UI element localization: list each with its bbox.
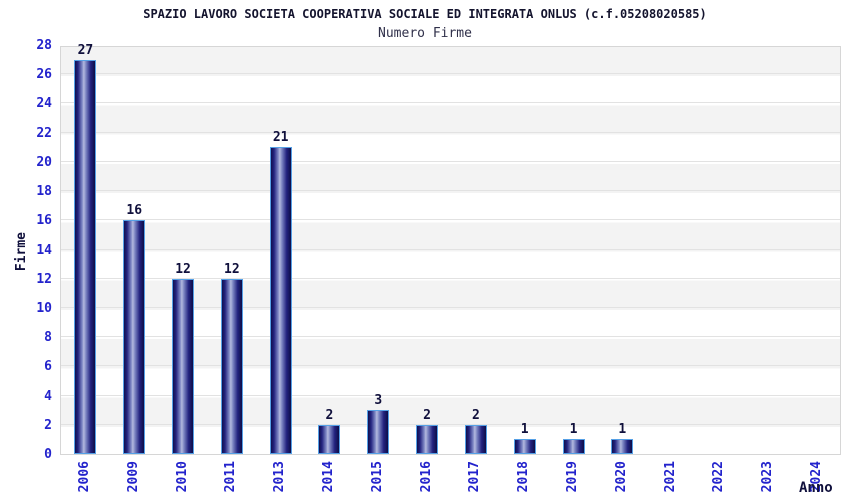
x-axis-title: Anno	[799, 480, 833, 496]
x-tick-text: 2022	[711, 461, 727, 493]
x-tick-label-2019: 2019	[548, 461, 597, 492]
gridline	[61, 190, 840, 192]
y-tick-label: 6	[44, 359, 52, 375]
gridline	[61, 423, 840, 425]
bar-value-label: 1	[520, 422, 529, 438]
x-tick-text: 2017	[467, 461, 483, 493]
bar-2015	[367, 410, 390, 454]
x-tick-label-2015: 2015	[353, 461, 402, 492]
bar-2019	[562, 439, 585, 454]
y-tick-label: 18	[36, 184, 52, 200]
gridline	[61, 277, 840, 279]
x-tick-label-2014: 2014	[304, 461, 353, 492]
x-tick-label-2017: 2017	[451, 461, 500, 492]
x-tick-label-2010: 2010	[158, 461, 207, 492]
y-tick-label: 22	[36, 125, 52, 141]
gridline	[61, 219, 840, 221]
x-tick-text: 2023	[760, 461, 776, 493]
x-tick-text: 2011	[223, 461, 239, 493]
x-tick-label-2020: 2020	[597, 461, 646, 492]
x-tick-text: 2018	[516, 461, 532, 493]
y-tick-label: 0	[44, 447, 52, 462]
x-tick-text: 2020	[613, 461, 629, 493]
x-tick-label-2021: 2021	[646, 461, 695, 492]
x-tick-text: 2014	[320, 461, 336, 493]
y-tick-label: 4	[44, 388, 52, 404]
x-tick-text: 2021	[662, 461, 678, 493]
bar-value-label: 16	[126, 203, 143, 219]
bar-value-label: 21	[272, 130, 289, 146]
x-tick-label-2013: 2013	[255, 461, 304, 492]
x-tick-text: 2010	[174, 461, 190, 493]
y-tick-label: 2	[44, 417, 52, 433]
bar-2017	[464, 424, 487, 454]
bar-value-label: 12	[224, 261, 240, 277]
bar-value-label: 2	[471, 407, 480, 423]
gridline	[61, 336, 840, 338]
x-tick-label-2011: 2011	[206, 461, 255, 492]
x-tick-label-2022: 2022	[695, 461, 744, 492]
bar-2013	[269, 147, 292, 454]
plot-area: 27 16 12 12 21 2 3 2 2 1 1 1	[60, 42, 841, 455]
x-tick-label-2006: 2006	[60, 461, 109, 492]
x-tick-label-2018: 2018	[499, 461, 548, 492]
bar-value-label: 1	[569, 422, 578, 438]
x-tick-text: 2019	[565, 461, 581, 493]
chart-title: SPAZIO LAVORO SOCIETA COOPERATIVA SOCIAL…	[143, 7, 707, 21]
x-tick-text: 2013	[272, 461, 288, 493]
bar-value-label: 2	[423, 407, 431, 423]
x-tick-text: 2015	[369, 461, 385, 493]
y-tick-label: 14	[36, 242, 52, 258]
y-tick-label: 28	[36, 38, 52, 53]
y-tick-label: 10	[36, 300, 52, 316]
x-tick-label-2023: 2023	[743, 461, 792, 492]
gridline	[61, 248, 840, 250]
gridline	[61, 394, 840, 396]
bar-2016	[416, 424, 439, 454]
y-tick-label: 20	[36, 154, 52, 170]
chart-subtitle: Numero Firme	[378, 26, 472, 41]
bar-2009	[123, 220, 146, 454]
bar-2020	[611, 439, 634, 454]
bar-value-label: 1	[618, 422, 627, 438]
bar-2010	[172, 278, 195, 454]
x-tick-text: 2006	[76, 461, 92, 493]
bar-2014	[318, 424, 341, 454]
x-tick-text: 2009	[125, 461, 141, 493]
gridline	[61, 102, 840, 104]
bar-2011	[220, 278, 243, 454]
gridline	[61, 73, 840, 75]
bar-value-label: 2	[325, 407, 334, 423]
bar-value-label: 27	[77, 42, 94, 58]
x-tick-text: 2016	[418, 461, 434, 493]
y-tick-label: 24	[36, 96, 52, 112]
x-tick-label-2016: 2016	[402, 461, 451, 492]
bar-2006	[74, 59, 97, 454]
gridline	[61, 306, 840, 308]
bar-2018	[513, 439, 536, 454]
gridline	[61, 160, 840, 162]
bar-value-label: 12	[175, 261, 191, 277]
y-tick-label: 8	[44, 330, 52, 346]
gridline	[61, 131, 840, 133]
y-tick-label: 12	[36, 271, 52, 287]
gridline	[61, 365, 840, 367]
y-tick-label: 16	[36, 213, 52, 229]
y-tick-label: 26	[36, 67, 52, 83]
x-tick-label-2009: 2009	[109, 461, 158, 492]
bar-value-label: 3	[374, 393, 383, 409]
